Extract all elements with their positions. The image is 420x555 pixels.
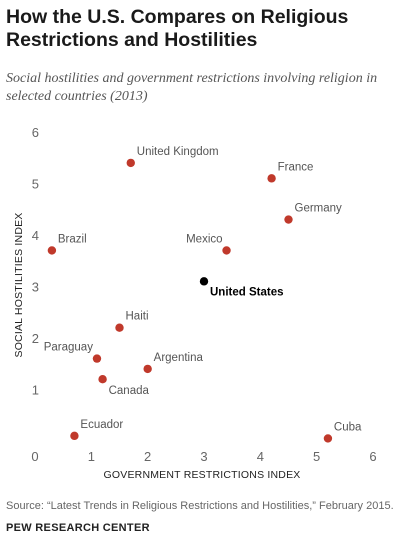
point-label-brazil: Brazil [58, 233, 87, 245]
point-label-cuba: Cuba [334, 421, 362, 433]
x-tick-label: 1 [88, 449, 95, 464]
y-tick-label: 2 [32, 331, 39, 346]
data-point-united-states [199, 277, 209, 286]
y-tick-labels: 1 2 3 4 5 6 [32, 125, 39, 398]
point-label-united-states: United States [210, 286, 284, 298]
data-point-haiti [115, 323, 124, 332]
data-points [47, 158, 333, 443]
x-tick-labels: 0 1 2 3 4 5 6 [31, 449, 376, 464]
data-point-germany [284, 215, 293, 224]
y-tick-label: 1 [32, 383, 39, 398]
y-tick-label: 5 [32, 177, 39, 192]
data-point-united-kingdom [126, 158, 135, 168]
chart-title: How the U.S. Compares on Religious Restr… [6, 6, 349, 51]
x-tick-label: 4 [257, 449, 264, 464]
point-label-mexico: Mexico [186, 233, 222, 245]
point-label-argentina: Argentina [154, 352, 204, 364]
data-point-france [267, 174, 276, 183]
data-point-brazil [47, 246, 57, 255]
data-point-mexico [222, 246, 231, 255]
x-tick-label: 6 [369, 449, 376, 464]
x-tick-label: 2 [144, 449, 151, 464]
x-tick-label: 0 [31, 449, 38, 464]
brand-footer: PEW RESEARCH CENTER [6, 522, 150, 534]
y-tick-label: 4 [32, 228, 39, 243]
data-point-argentina [143, 364, 152, 374]
y-tick-label: 6 [32, 125, 39, 140]
point-label-france: France [278, 161, 314, 173]
point-label-germany: Germany [295, 203, 343, 215]
data-point-ecuador [70, 431, 79, 441]
chart-subtitle: Social hostilities and government restri… [6, 71, 378, 104]
point-label-canada: Canada [109, 385, 150, 397]
point-labels: United Kingdom France Germany Brazil Mexico U… [44, 146, 362, 434]
x-axis-title: GOVERNMENT RESTRICTIONS INDEX [104, 469, 301, 481]
data-point-paraguay [92, 354, 102, 363]
point-label-paraguay: Paraguay [44, 342, 93, 354]
data-point-canada [98, 375, 107, 384]
point-label-united-kingdom: United Kingdom [137, 146, 219, 158]
data-point-cuba [323, 434, 333, 443]
source-note: Source: “Latest Trends in Religious Rest… [6, 500, 394, 512]
y-tick-label: 3 [32, 280, 39, 295]
y-axis-title: SOCIAL HOSTILITIES INDEX [13, 212, 25, 357]
point-label-ecuador: Ecuador [80, 419, 123, 431]
point-label-haiti: Haiti [126, 311, 149, 323]
x-tick-label: 5 [313, 449, 320, 464]
x-tick-label: 3 [200, 449, 207, 464]
